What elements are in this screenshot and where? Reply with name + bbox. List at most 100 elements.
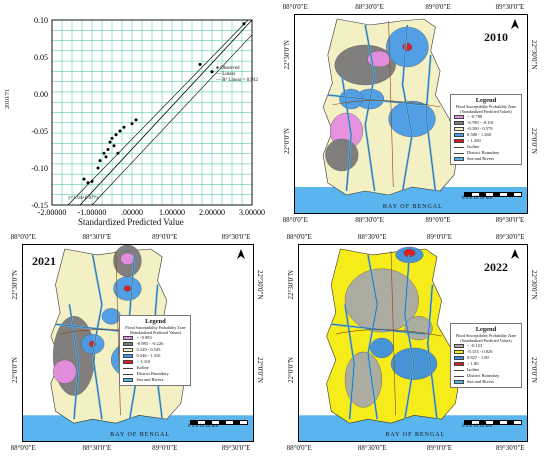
lat-label-right: 22°30'0"N — [530, 269, 538, 300]
legend-class-row: 0.229 - 0.545 — [123, 347, 187, 353]
legend-extra-label: Sea and Rivers — [467, 156, 494, 161]
isoline — [331, 324, 426, 335]
isoline — [427, 284, 438, 420]
legend-extra-label: District Boundary — [467, 373, 500, 379]
legend-class-label: > 1.80 — [467, 361, 479, 367]
legend-extra-row: Isoline — [454, 144, 518, 150]
legend-class-row: -0.780 - -0.101 — [454, 120, 518, 126]
legend-swatch — [123, 342, 134, 347]
legend-extra-label: District Boundary — [136, 371, 169, 377]
legend-symbol — [123, 373, 134, 375]
data-point — [90, 179, 94, 183]
susceptibility-zone — [123, 285, 132, 292]
lon-label-bottom: 89°0'0"E — [425, 216, 451, 224]
map-year-label: 2021 — [32, 254, 56, 268]
legend-extra-row: District Boundary — [454, 150, 518, 156]
legend-subtitle: Flood Susceptibility Probability Zone (S… — [455, 333, 517, 344]
north-arrow-icon — [511, 19, 519, 29]
x-tick-label: -1.00000 — [78, 208, 107, 217]
lon-label-bottom: 89°0'0"E — [426, 444, 453, 452]
map-2022-panel: 88°0'0"E 88°30'0"E 89°0'0"E 89°30'0"E 88°0'0… — [276, 230, 550, 456]
lon-label-bottom: 89°30'0"E — [495, 444, 525, 452]
lon-label-bottom: 88°0'0"E — [10, 444, 36, 452]
isoline — [69, 304, 79, 420]
data-point — [86, 181, 90, 185]
district-boundary — [332, 20, 441, 188]
legend-class-row: > 1.310 — [123, 359, 187, 365]
lat-label-right: 22°30'0"N — [256, 269, 264, 300]
data-point — [198, 62, 202, 66]
legend-swatch — [123, 348, 134, 353]
lon-label-bottom: 89°30'0"E — [495, 216, 525, 224]
bay-label: BAY OF BENGAL — [382, 204, 443, 210]
legend-class-row: 0.546 - 1.310 — [123, 353, 187, 359]
lon-label-bottom: 89°0'0"E — [152, 444, 178, 452]
lat-label-left: 22°0'0"N — [283, 128, 291, 154]
scatter-ylabel: 2010/71 — [4, 89, 11, 109]
legend-class-label: > 1.260 — [467, 138, 481, 143]
lat-label-right: 22°0'0"N — [530, 128, 538, 154]
legend-symbol — [454, 146, 464, 148]
legend-swatch — [454, 362, 464, 367]
lat-label-left: 22°0'0"N — [11, 356, 19, 383]
x-tick-label: .00000 — [121, 208, 143, 217]
legend-linear: — Linear — [216, 72, 236, 77]
legend-symbol — [454, 380, 464, 385]
data-point — [102, 151, 106, 155]
legend-extra-row: Sea and Rivers — [123, 377, 187, 383]
isoline — [404, 254, 415, 420]
map-canvas — [295, 18, 527, 213]
district-boundary — [335, 250, 442, 416]
data-point — [96, 166, 100, 170]
data-point — [110, 136, 114, 140]
legend-class-label: 0.827 - 1.80 — [467, 355, 489, 361]
susceptibility-zone — [120, 252, 135, 265]
legend-extra-row: Isoline — [123, 365, 187, 371]
legend-swatch — [454, 115, 464, 119]
legend-class-row: < -0.153 — [454, 343, 518, 349]
legend-class-label: 0.546 - 1.310 — [136, 353, 161, 359]
lon-label-bottom: 88°30'0"E — [357, 444, 387, 452]
data-point — [210, 70, 214, 74]
data-point — [242, 22, 246, 26]
lon-label-top: 88°30'0"E — [82, 233, 112, 241]
y-tick-label: 0.05 — [34, 53, 48, 62]
lat-label-left: 22°30'0"N — [283, 40, 291, 70]
legend-title: Legend — [145, 318, 166, 326]
susceptibility-zone — [325, 138, 359, 172]
y-tick-label: -0.15 — [31, 201, 48, 210]
ci-line-lower — [67, 19, 249, 206]
legend-class-row: -0.153 - 0.826 — [454, 349, 518, 355]
isoline — [402, 24, 413, 192]
legend-extra-label: Sea and Rivers — [136, 377, 164, 383]
legend-symbol — [454, 157, 464, 161]
map-year-label: 2010 — [484, 30, 508, 44]
legend-extra-row: District Boundary — [454, 373, 518, 379]
data-point — [98, 159, 102, 163]
lon-label-bottom: 89°30'0"E — [221, 444, 251, 452]
legend-extra-label: District Boundary — [467, 150, 500, 155]
lon-label-top: 88°0'0"E — [286, 233, 312, 241]
isoline — [327, 94, 424, 106]
map-legend: Legend Flood Susceptibility Probability Z… — [450, 323, 522, 389]
legend-symbol — [123, 378, 134, 383]
lon-label-bottom: 88°30'0"E — [355, 216, 384, 224]
lon-label-top: 88°30'0"E — [355, 3, 384, 11]
legend-r2: — R² Linear = 0.942 — [216, 78, 258, 83]
legend-extra-label: Isoline — [467, 367, 480, 373]
legend-class-label: 0.580 - 1.260 — [467, 132, 491, 137]
x-tick-label: 3.00000 — [239, 208, 265, 217]
legend-class-row: < -0.780 — [454, 114, 518, 120]
legend-swatch — [454, 139, 464, 143]
fit-equation: y=1.04+0.07*x — [68, 196, 99, 201]
legend-class-label: < -0.153 — [467, 343, 483, 349]
isoline — [425, 54, 436, 192]
legend-class-label: < -0.983 — [136, 335, 152, 341]
data-point — [106, 148, 110, 151]
legend-swatch — [454, 121, 464, 125]
legend-class-row: > 1.260 — [454, 138, 518, 144]
legend-title: Legend — [475, 326, 497, 334]
north-arrow-icon — [511, 249, 519, 259]
legend-class-label: -0.100 - 0.579 — [467, 126, 493, 131]
legend-observed: ● Observed — [216, 66, 240, 71]
